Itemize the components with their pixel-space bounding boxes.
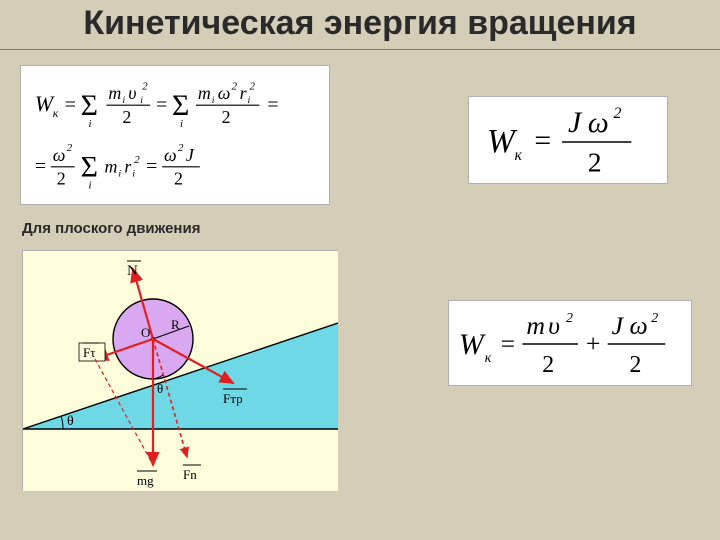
diagram-theta-base: θ xyxy=(67,414,74,429)
svg-text:J: J xyxy=(568,107,583,139)
svg-text:ω: ω xyxy=(53,145,66,165)
svg-text:i: i xyxy=(118,169,121,180)
svg-text:m: m xyxy=(526,311,545,340)
svg-text:+: + xyxy=(586,329,601,358)
svg-text:W: W xyxy=(487,123,518,160)
svg-text:2: 2 xyxy=(566,311,573,326)
svg-text:2: 2 xyxy=(174,169,183,189)
diagram-rolling-body: θ O R N Fτ Fтр mg Fn xyxy=(22,250,337,490)
svg-text:m: m xyxy=(104,157,117,177)
svg-text:=: = xyxy=(35,156,46,178)
svg-text:к: к xyxy=(515,147,523,164)
formula-rotational-ke-svg: W к = J ω 2 2 xyxy=(469,96,667,184)
svg-text:=: = xyxy=(156,94,167,116)
svg-text:2: 2 xyxy=(630,352,642,378)
diagram-label-Ft: Fτ xyxy=(83,345,95,360)
svg-text:к: к xyxy=(485,351,492,366)
svg-text:i: i xyxy=(122,95,125,106)
svg-text:ω: ω xyxy=(218,83,231,103)
svg-text:υ: υ xyxy=(128,83,136,103)
svg-text:υ: υ xyxy=(548,311,560,340)
subtitle-text: Для плоского движения xyxy=(22,220,200,237)
svg-text:2: 2 xyxy=(232,80,238,92)
diagram-label-Ftr: Fтр xyxy=(223,391,243,406)
svg-text:i: i xyxy=(89,118,92,130)
svg-text:2: 2 xyxy=(122,107,131,127)
svg-text:=: = xyxy=(65,94,76,116)
svg-text:=: = xyxy=(267,94,278,116)
svg-text:r: r xyxy=(124,157,132,177)
svg-text:2: 2 xyxy=(57,169,66,189)
svg-text:i: i xyxy=(212,95,215,106)
svg-text:=: = xyxy=(501,329,516,358)
formula-derivation: W к = Σ i mi υi 2 2 = Σ i mi ω2 ri 2 2 =… xyxy=(20,65,330,205)
svg-text:=: = xyxy=(146,156,157,178)
svg-text:2: 2 xyxy=(542,352,554,378)
title-text: Кинетическая энергия вращения xyxy=(83,4,636,42)
svg-text:i: i xyxy=(180,118,183,130)
svg-text:ω: ω xyxy=(164,145,177,165)
svg-text:к: к xyxy=(53,106,59,120)
svg-text:2: 2 xyxy=(222,107,231,127)
diagram-label-N: N xyxy=(127,263,138,279)
formula-planar-ke-svg: W к = m υ 2 2 + J ω 2 2 xyxy=(449,300,691,386)
diagram-label-Fn: Fn xyxy=(183,467,197,482)
diagram-theta-body: θ xyxy=(157,381,163,396)
svg-text:2: 2 xyxy=(142,80,148,92)
svg-text:=: = xyxy=(534,125,551,157)
page-title: Кинетическая энергия вращения xyxy=(0,4,720,50)
svg-text:2: 2 xyxy=(614,105,622,122)
svg-text:i: i xyxy=(132,169,135,180)
svg-text:m: m xyxy=(198,83,211,103)
diagram-label-R: R xyxy=(171,317,180,332)
svg-text:2: 2 xyxy=(67,142,73,154)
svg-text:J: J xyxy=(186,145,195,165)
diagram-svg: θ O R N Fτ Fтр mg Fn xyxy=(23,251,338,491)
svg-text:2: 2 xyxy=(651,311,658,326)
svg-text:J: J xyxy=(612,311,625,340)
svg-text:ω: ω xyxy=(588,107,609,139)
diagram-label-mg: mg xyxy=(137,473,154,488)
formula-planar-ke: W к = m υ 2 2 + J ω 2 2 xyxy=(448,300,692,386)
svg-text:2: 2 xyxy=(134,154,140,166)
formula-derivation-svg: W к = Σ i mi υi 2 2 = Σ i mi ω2 ri 2 2 =… xyxy=(21,65,329,205)
svg-text:i: i xyxy=(140,95,143,106)
svg-text:2: 2 xyxy=(588,147,602,178)
svg-text:i: i xyxy=(89,180,92,192)
svg-text:ω: ω xyxy=(630,311,648,340)
formula-rotational-ke: W к = J ω 2 2 xyxy=(468,96,668,184)
svg-text:W: W xyxy=(459,328,487,361)
subtitle: Для плоского движения xyxy=(22,220,200,237)
svg-text:2: 2 xyxy=(250,80,256,92)
svg-text:2: 2 xyxy=(178,142,184,154)
svg-text:i: i xyxy=(248,95,251,106)
svg-text:r: r xyxy=(240,83,248,103)
svg-text:m: m xyxy=(108,83,121,103)
